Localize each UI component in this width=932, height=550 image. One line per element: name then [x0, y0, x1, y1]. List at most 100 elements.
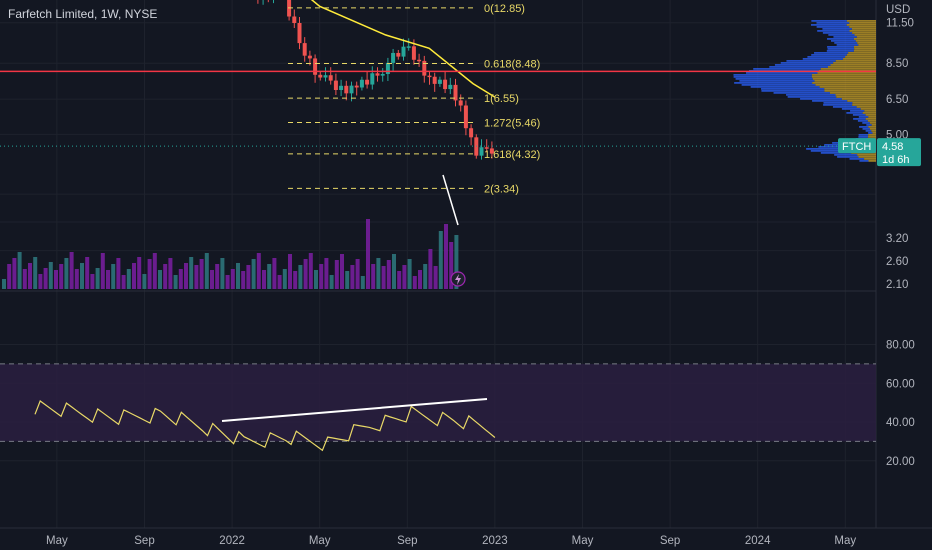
volume-bar	[168, 258, 173, 289]
profile-row-down	[815, 84, 876, 86]
profile-row-up	[833, 36, 857, 38]
time-axis[interactable]: May Sep 2022 May Sep 2023 May Sep 2024 May	[46, 535, 856, 547]
fib-level-label: 1.272(5.46)	[484, 118, 540, 130]
rsi-axis-tick: 40.00	[886, 417, 915, 429]
profile-row-up	[831, 40, 856, 42]
volume-bar	[386, 260, 391, 289]
profile-row-up	[822, 32, 853, 34]
fib-extension[interactable]: 0(12.85) 0.618(8.48) 1(6.55) 1.272(5.46) 1.6…	[288, 3, 540, 226]
rsi-series	[34, 400, 496, 452]
time-axis-label: May	[46, 535, 68, 547]
volume-bar	[90, 274, 95, 289]
volume-bar	[324, 258, 329, 289]
volume-bar	[282, 269, 287, 289]
candle-body	[302, 43, 307, 56]
volume-bar	[288, 254, 292, 289]
profile-row-down	[853, 38, 876, 40]
time-axis-label: May	[572, 535, 594, 547]
profile-row-up	[865, 130, 872, 132]
profile-row-up	[773, 92, 830, 94]
price-axis-tick: 2.60	[886, 256, 908, 268]
profile-row-down	[864, 158, 876, 160]
profile-row-up	[761, 90, 825, 92]
volume-bar	[236, 263, 240, 289]
candle-body	[328, 75, 333, 81]
candle-body	[411, 46, 416, 60]
fib-level-label: 1.618(4.32)	[484, 149, 540, 161]
profile-row-down	[862, 112, 876, 114]
volume-bar	[158, 270, 162, 289]
profile-row-down	[854, 34, 876, 36]
rsi-axis-tick: 80.00	[886, 340, 915, 352]
rsi-axis-tick: 60.00	[886, 378, 915, 390]
profile-row-down	[858, 44, 876, 46]
volume-bar	[319, 264, 324, 289]
profile-row-up	[733, 74, 812, 76]
time-axis-label: May	[309, 535, 331, 547]
volume-bar	[137, 257, 142, 289]
profile-row-down	[868, 116, 876, 118]
ticker-price-box	[877, 138, 921, 167]
volume-bar	[74, 269, 79, 289]
profile-row-up	[859, 160, 869, 162]
profile-row-up	[761, 88, 825, 90]
profile-row-down	[812, 82, 876, 84]
profile-row-up	[823, 102, 853, 104]
time-axis-label: Sep	[660, 535, 680, 547]
profile-row-up	[820, 152, 852, 154]
candle-body	[401, 46, 406, 57]
profile-row-up	[800, 98, 842, 100]
candle-body	[339, 85, 344, 90]
price-axis-tick: 6.50	[886, 94, 908, 106]
profile-row-up	[769, 66, 828, 68]
flash-icon[interactable]	[450, 271, 466, 287]
candle-body	[344, 85, 349, 94]
candle-body	[375, 73, 380, 76]
time-axis-label: May	[834, 535, 856, 547]
profile-row-up	[741, 84, 816, 86]
profile-row-up	[811, 54, 847, 56]
candle-body	[385, 62, 390, 75]
profile-row-up	[780, 62, 834, 64]
candle-body	[307, 55, 312, 59]
profile-row-down	[820, 68, 876, 70]
chart-title: Farfetch Limited, 1W, NYSE	[8, 7, 158, 21]
volume-bar	[350, 265, 355, 289]
volume-bar	[345, 271, 350, 289]
profile-row-down	[865, 114, 876, 116]
volume-bar	[256, 253, 261, 289]
profile-row-up	[734, 82, 813, 84]
profile-row-down	[849, 30, 876, 32]
candle-body	[479, 147, 484, 156]
profile-row-up	[834, 42, 858, 44]
profile-row-up	[806, 148, 845, 150]
profile-row-up	[859, 126, 869, 128]
ticker-symbol: FTCH	[842, 141, 871, 153]
profile-row-up	[816, 26, 850, 28]
profile-row-down	[854, 48, 876, 50]
volume-bar	[147, 259, 152, 289]
candle-body	[427, 75, 432, 78]
volume-bar	[449, 242, 454, 289]
volume-bar	[28, 263, 32, 289]
volume-bar	[241, 271, 246, 289]
profile-row-up	[802, 58, 844, 60]
price-axis-tick: 3.20	[886, 233, 908, 245]
candle-body	[489, 148, 494, 154]
candle-body	[443, 79, 448, 90]
volume-bar	[334, 260, 339, 289]
volume-bar	[308, 253, 313, 289]
fib-level-label: 1(6.55)	[484, 93, 519, 105]
candle-body	[313, 58, 318, 75]
volume-bar	[48, 262, 53, 289]
volume-bar	[407, 259, 412, 289]
volume-bar	[428, 249, 433, 289]
volume-bar	[59, 264, 64, 289]
volume-bar	[230, 269, 235, 289]
volume-bar	[329, 275, 334, 289]
rsi-axis[interactable]: 80.00 60.00 40.00 20.00	[886, 340, 915, 468]
profile-row-down	[811, 76, 876, 78]
profile-row-down	[868, 134, 876, 136]
profile-row-down	[843, 58, 876, 60]
